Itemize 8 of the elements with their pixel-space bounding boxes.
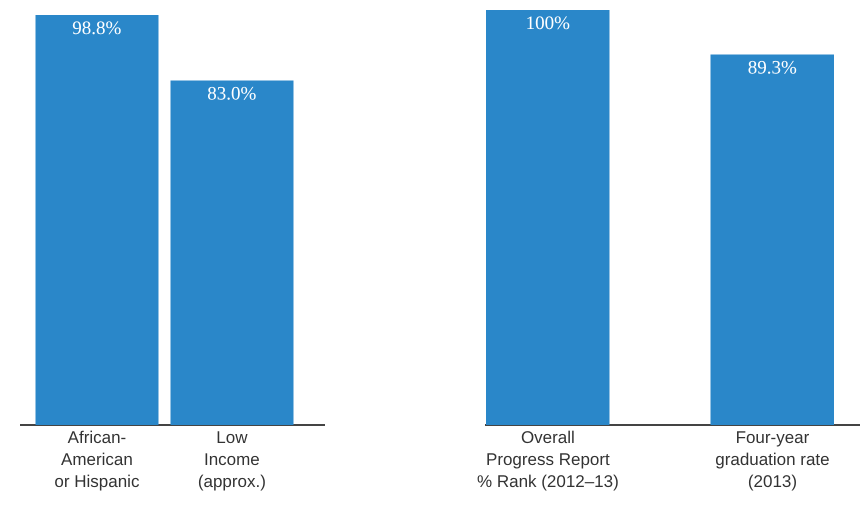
data-label: 83.0% — [207, 84, 257, 105]
x-tick-label: Overall Progress Report % Rank (2012–13) — [476, 428, 619, 492]
x-tick-label: Low Income (approx.) — [198, 428, 266, 492]
x-tick-label: African- American or Hispanic — [54, 428, 140, 492]
x-tick-label: Four-year graduation rate (2013) — [715, 428, 830, 492]
data-label: 98.8% — [72, 18, 122, 39]
data-label: 89.3% — [748, 57, 798, 78]
data-label: 100% — [526, 13, 570, 34]
